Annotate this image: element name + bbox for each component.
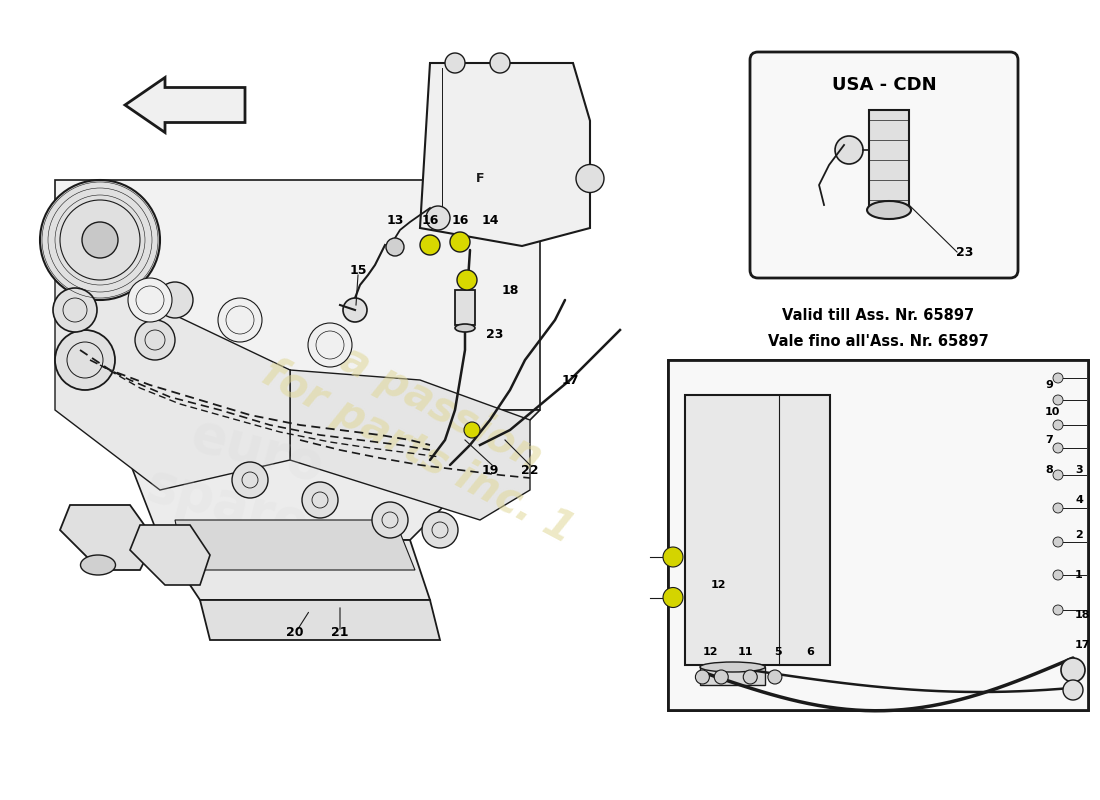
Polygon shape — [160, 540, 430, 600]
Ellipse shape — [867, 201, 911, 219]
Circle shape — [1053, 570, 1063, 580]
Polygon shape — [80, 310, 390, 460]
Text: 16: 16 — [451, 214, 469, 226]
Circle shape — [1062, 658, 1085, 682]
Text: 23: 23 — [956, 246, 974, 258]
Polygon shape — [175, 520, 415, 570]
Circle shape — [157, 282, 192, 318]
Text: USA - CDN: USA - CDN — [832, 76, 936, 94]
Text: 17: 17 — [561, 374, 579, 386]
Bar — [668, 360, 1088, 710]
Circle shape — [426, 206, 450, 230]
Text: 1: 1 — [1075, 570, 1082, 580]
Circle shape — [663, 587, 683, 607]
Text: 12: 12 — [711, 580, 726, 590]
Circle shape — [464, 422, 480, 438]
Circle shape — [1053, 503, 1063, 513]
Circle shape — [82, 222, 118, 258]
Bar — [700, 667, 766, 685]
Circle shape — [576, 165, 604, 193]
Text: 9: 9 — [1045, 380, 1053, 390]
Text: 20: 20 — [286, 626, 304, 638]
Circle shape — [1053, 605, 1063, 615]
Circle shape — [55, 330, 116, 390]
Circle shape — [372, 502, 408, 538]
Text: 12: 12 — [702, 647, 717, 657]
Circle shape — [1053, 395, 1063, 405]
Circle shape — [663, 547, 683, 567]
Polygon shape — [55, 180, 540, 410]
Text: 7: 7 — [1045, 435, 1053, 445]
FancyBboxPatch shape — [750, 52, 1018, 278]
Polygon shape — [420, 63, 590, 246]
Circle shape — [835, 136, 864, 164]
Circle shape — [53, 288, 97, 332]
Text: 11: 11 — [737, 647, 752, 657]
FancyArrow shape — [125, 78, 245, 133]
Circle shape — [456, 270, 477, 290]
Circle shape — [1053, 470, 1063, 480]
Circle shape — [744, 670, 757, 684]
Text: 18: 18 — [502, 283, 519, 297]
Circle shape — [1053, 420, 1063, 430]
Circle shape — [40, 180, 159, 300]
Circle shape — [490, 53, 510, 73]
Circle shape — [1063, 680, 1084, 700]
Circle shape — [422, 512, 458, 548]
Polygon shape — [290, 370, 530, 520]
Circle shape — [450, 232, 470, 252]
Text: 8: 8 — [1045, 465, 1053, 475]
Text: a passion
for parts inc. 1: a passion for parts inc. 1 — [255, 309, 605, 551]
Circle shape — [768, 670, 782, 684]
Text: Vale fino all'Ass. Nr. 65897: Vale fino all'Ass. Nr. 65897 — [768, 334, 989, 350]
Polygon shape — [200, 600, 440, 640]
Circle shape — [218, 298, 262, 342]
Circle shape — [1053, 537, 1063, 547]
Polygon shape — [130, 525, 210, 585]
Text: 4: 4 — [1075, 495, 1082, 505]
Text: 3: 3 — [1075, 465, 1082, 475]
Text: 10: 10 — [1045, 407, 1060, 417]
Ellipse shape — [455, 324, 475, 332]
Polygon shape — [55, 270, 290, 490]
Bar — [685, 395, 830, 665]
Circle shape — [308, 323, 352, 367]
Text: 13: 13 — [386, 214, 404, 226]
Text: 2: 2 — [1075, 530, 1082, 540]
Circle shape — [386, 238, 404, 256]
Circle shape — [695, 670, 710, 684]
Circle shape — [343, 298, 367, 322]
Circle shape — [714, 670, 728, 684]
Polygon shape — [455, 290, 475, 325]
Circle shape — [1053, 443, 1063, 453]
Text: 18: 18 — [1075, 610, 1090, 620]
Circle shape — [128, 278, 172, 322]
Bar — [668, 360, 1088, 710]
Circle shape — [420, 235, 440, 255]
Circle shape — [1053, 373, 1063, 383]
Text: 14: 14 — [482, 214, 498, 226]
Text: 23: 23 — [486, 329, 504, 342]
Text: 6: 6 — [806, 647, 814, 657]
Text: 19: 19 — [482, 463, 498, 477]
Circle shape — [302, 482, 338, 518]
Circle shape — [232, 462, 268, 498]
Circle shape — [135, 320, 175, 360]
Bar — [869, 110, 909, 210]
Text: 16: 16 — [421, 214, 439, 226]
Text: F: F — [475, 171, 484, 185]
Text: euro
spares: euro spares — [140, 400, 360, 560]
Text: Valid till Ass. Nr. 65897: Valid till Ass. Nr. 65897 — [782, 309, 975, 323]
Polygon shape — [55, 270, 540, 540]
Text: 15: 15 — [350, 263, 366, 277]
Text: 21: 21 — [331, 626, 349, 638]
Ellipse shape — [700, 662, 766, 672]
Polygon shape — [60, 505, 155, 570]
Text: 5: 5 — [774, 647, 782, 657]
Text: 22: 22 — [521, 463, 539, 477]
Circle shape — [446, 53, 465, 73]
Ellipse shape — [80, 555, 116, 575]
Text: 17: 17 — [1075, 640, 1090, 650]
